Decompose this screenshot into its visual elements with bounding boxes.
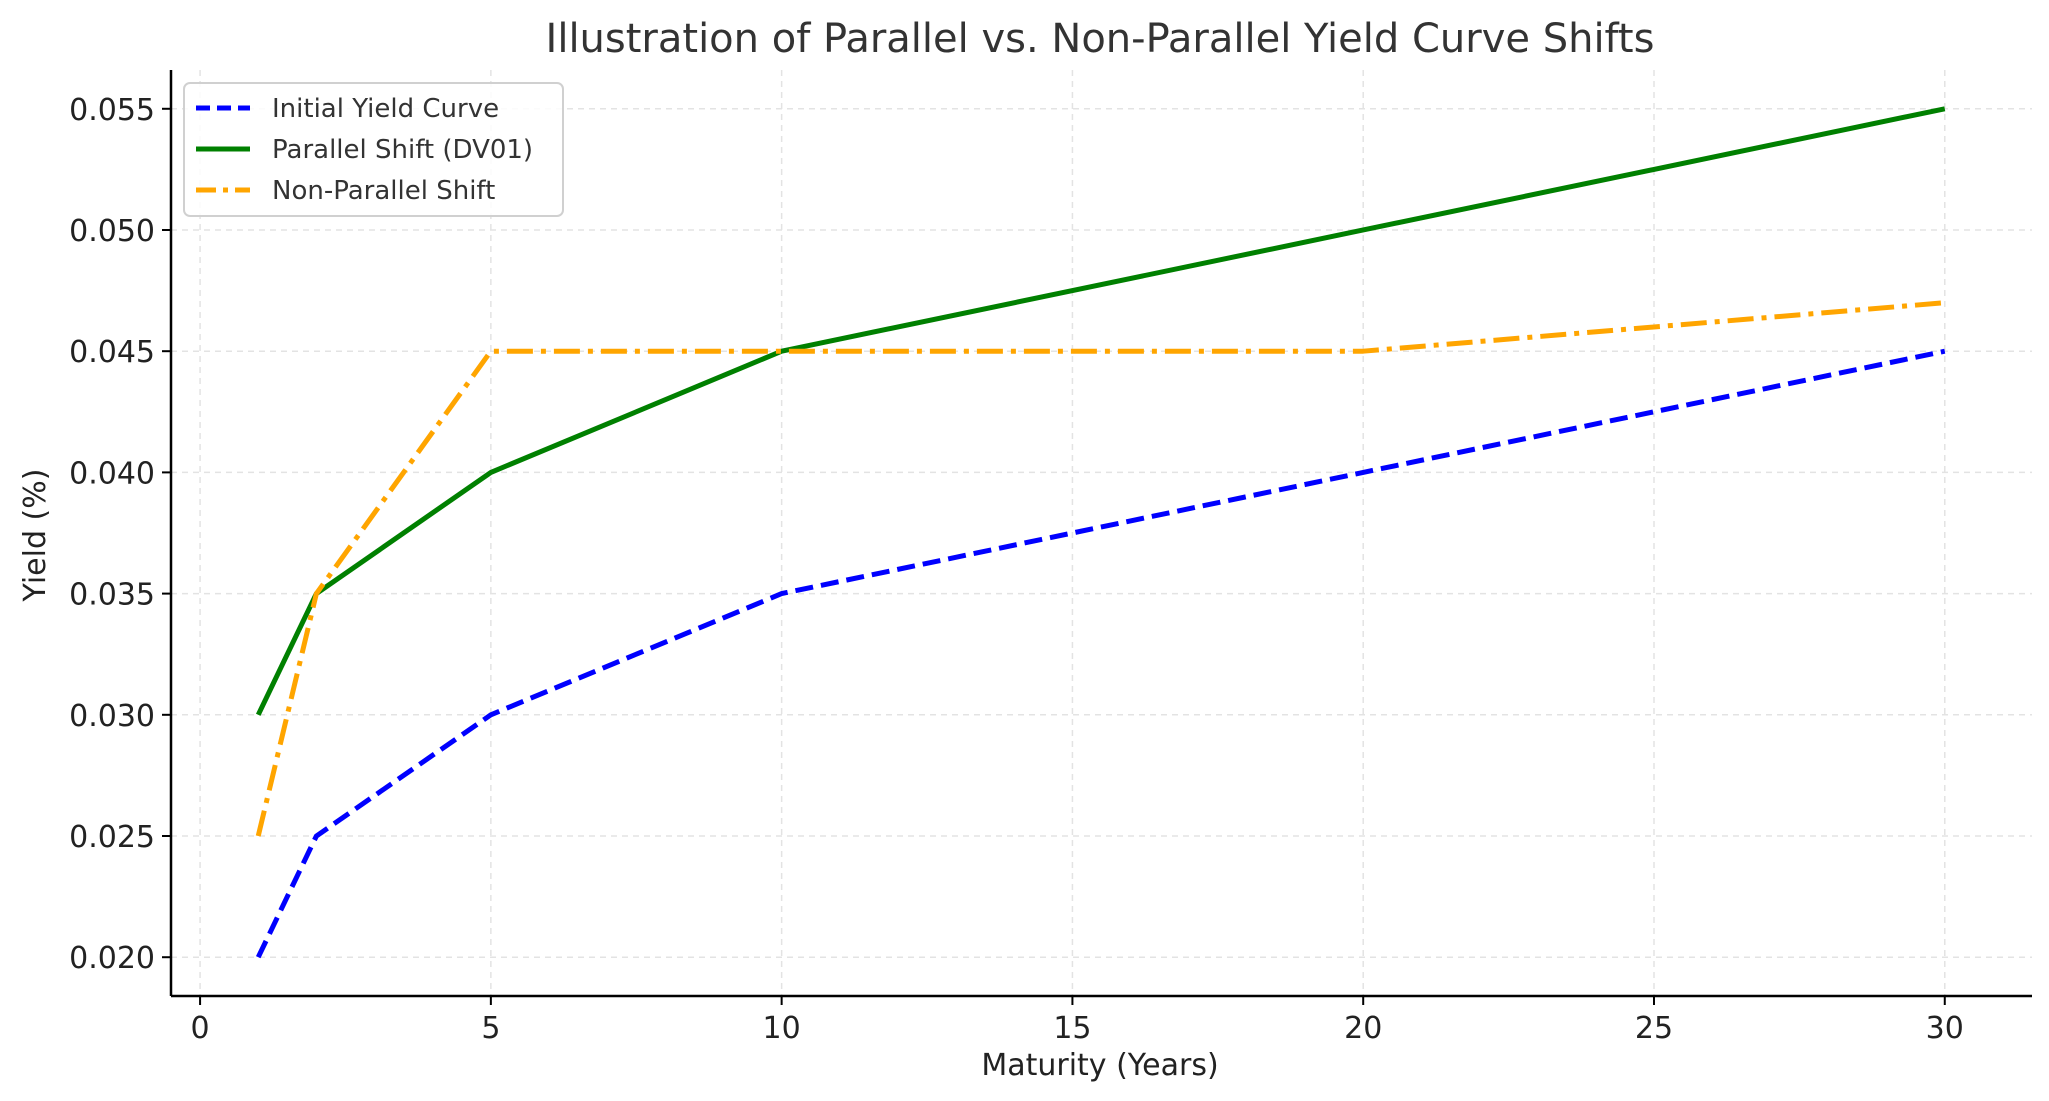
chart-title: Illustration of Parallel vs. Non-Paralle… <box>546 16 1655 62</box>
legend-box <box>183 82 564 217</box>
axes <box>169 70 2032 998</box>
y-tick-label: 0.025 <box>69 820 155 855</box>
y-tick-label: 0.030 <box>69 699 155 734</box>
x-tick-label: 25 <box>1635 1011 1673 1046</box>
x-tick-label: 20 <box>1344 1011 1382 1046</box>
x-axis-label: Maturity (Years) <box>981 1048 1218 1083</box>
y-tick-label: 0.040 <box>69 456 155 491</box>
series-line-1 <box>255 348 1946 959</box>
y-tick-label: 0.035 <box>69 578 155 613</box>
y-tick-label: 0.055 <box>69 93 155 128</box>
legend: Initial Yield Curve Parallel Shift (DV01)… <box>183 82 564 217</box>
legend-label: Parallel Shift (DV01) <box>272 135 533 165</box>
y-tick-label: 0.050 <box>69 214 155 249</box>
x-tick-label: 5 <box>481 1011 500 1046</box>
y-tick-label: 0.045 <box>69 335 155 370</box>
x-tick-label: 30 <box>1926 1011 1964 1046</box>
y-axis-label: Yield (%) <box>18 469 53 603</box>
legend-label: Initial Yield Curve <box>272 94 499 124</box>
legend-label: Non-Parallel Shift <box>272 176 495 206</box>
y-tick-label: 0.020 <box>69 941 155 976</box>
series-line-2 <box>255 106 1946 716</box>
series-line-3 <box>255 300 1945 837</box>
x-tick-label: 10 <box>763 1011 801 1046</box>
tick-marks: 0 5 10 15 20 25 30 0.020 0.025 0.030 0.035 0.040 0.0… <box>69 93 1964 1046</box>
series-lines <box>255 106 1946 959</box>
x-tick-label: 15 <box>1053 1011 1091 1046</box>
x-tick-label: 0 <box>191 1011 210 1046</box>
